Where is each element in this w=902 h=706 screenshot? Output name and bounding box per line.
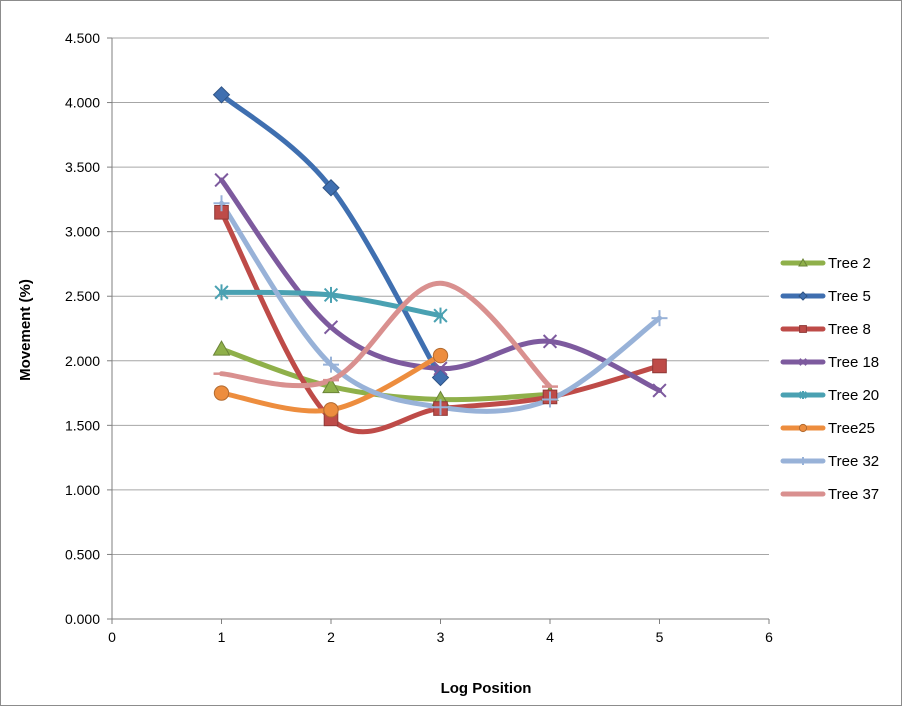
legend-item-tree-20: Tree 20	[780, 387, 879, 404]
y-tick-label: 2.000	[65, 353, 100, 369]
legend-marker	[799, 325, 807, 333]
series-line-tree-37	[219, 280, 553, 390]
legend-label: Tree25	[828, 420, 875, 437]
legend-marker	[799, 457, 807, 465]
legend-item-tree-5: Tree 5	[780, 288, 871, 305]
data-point-tree-18	[433, 361, 448, 376]
legend-marker	[799, 391, 807, 399]
series-line-tree-32	[219, 200, 662, 414]
data-point-tree-20	[323, 286, 339, 303]
x-axis-title: Log Position	[441, 680, 532, 697]
data-point-tree-2	[322, 377, 340, 394]
data-point-tree25	[432, 347, 449, 364]
data-point-tree-2	[212, 340, 231, 356]
x-tick-label: 1	[218, 629, 226, 645]
x-tick-label: 3	[437, 629, 445, 645]
legend-label: Tree 5	[828, 288, 871, 305]
y-tick-label: 3.000	[65, 224, 100, 240]
series-markers	[212, 86, 668, 427]
y-tick-label: 4.000	[65, 95, 100, 111]
legend-marker	[798, 257, 808, 267]
data-point-tree-18	[652, 383, 667, 398]
data-point-tree-32	[432, 399, 449, 416]
data-point-tree-18	[542, 334, 558, 349]
legend-marker	[798, 423, 808, 433]
data-point-tree-20	[214, 284, 229, 301]
marker-stroke	[433, 361, 448, 376]
data-point-tree-32	[542, 391, 558, 408]
legend-label: Tree 2	[828, 255, 871, 272]
y-tick-label: 3.500	[65, 159, 100, 175]
y-tick-label: 0.500	[65, 546, 100, 562]
legend-marker	[799, 358, 807, 366]
axes: 0.000 0.500 1.000 1.500 2.000 2.500 3.000 3.500…	[65, 30, 773, 645]
legend-item-tree-8: Tree 8	[780, 321, 871, 338]
gridlines	[112, 37, 769, 555]
legend-item-tree-2: Tree 2	[780, 255, 871, 272]
legend: Tree 2 Tree 5 Tree 8 Tree 18 Tree 20 Tree25 Tr…	[780, 255, 879, 503]
data-point-tree25	[213, 385, 230, 401]
legend-item-tree-32: Tree 32	[780, 453, 879, 470]
data-point-tree-18	[214, 172, 229, 188]
data-point-tree-20	[433, 307, 448, 324]
data-point-tree-32	[323, 356, 339, 373]
legend-item-tree25: Tree25	[780, 420, 875, 437]
data-point-tree-32	[651, 310, 668, 327]
data-point-tree-5	[322, 179, 340, 197]
legend-item-tree-18: Tree 18	[780, 354, 879, 371]
legend-item-tree-37: Tree 37	[780, 486, 879, 503]
marker-stroke	[799, 358, 807, 366]
y-axis-title: Movement (%)	[17, 279, 34, 381]
y-tick-label: 1.500	[65, 417, 100, 433]
data-point-tree-5	[212, 86, 231, 104]
data-point-tree-32	[213, 195, 230, 212]
y-tick-label: 1.000	[65, 482, 100, 498]
x-tick-label: 4	[546, 629, 554, 645]
y-tick-label: 2.500	[65, 288, 100, 304]
y-tick-label: 4.500	[65, 30, 100, 46]
marker-stroke	[323, 320, 339, 335]
legend-label: Tree 32	[828, 453, 879, 470]
legend-label: Tree 20	[828, 387, 879, 404]
marker-stroke	[542, 334, 558, 349]
marker-stroke	[652, 383, 667, 398]
marker-stroke	[214, 172, 229, 188]
legend-label: Tree 8	[828, 321, 871, 338]
series-line-tree-5	[219, 92, 443, 381]
series-line-tree-8	[219, 209, 662, 435]
legend-marker	[798, 291, 808, 301]
x-tick-label: 2	[327, 629, 335, 645]
legend-label: Tree 18	[828, 354, 879, 371]
x-tick-label: 6	[765, 629, 773, 645]
series-lines	[219, 92, 662, 435]
data-point-tree-8	[652, 358, 667, 374]
x-tick-label: 5	[656, 629, 664, 645]
y-tick-label: 0.000	[65, 611, 100, 627]
data-point-tree-18	[323, 320, 339, 335]
legend-label: Tree 37	[828, 486, 879, 503]
data-point-tree25	[323, 402, 339, 418]
x-tick-label: 0	[108, 629, 116, 645]
